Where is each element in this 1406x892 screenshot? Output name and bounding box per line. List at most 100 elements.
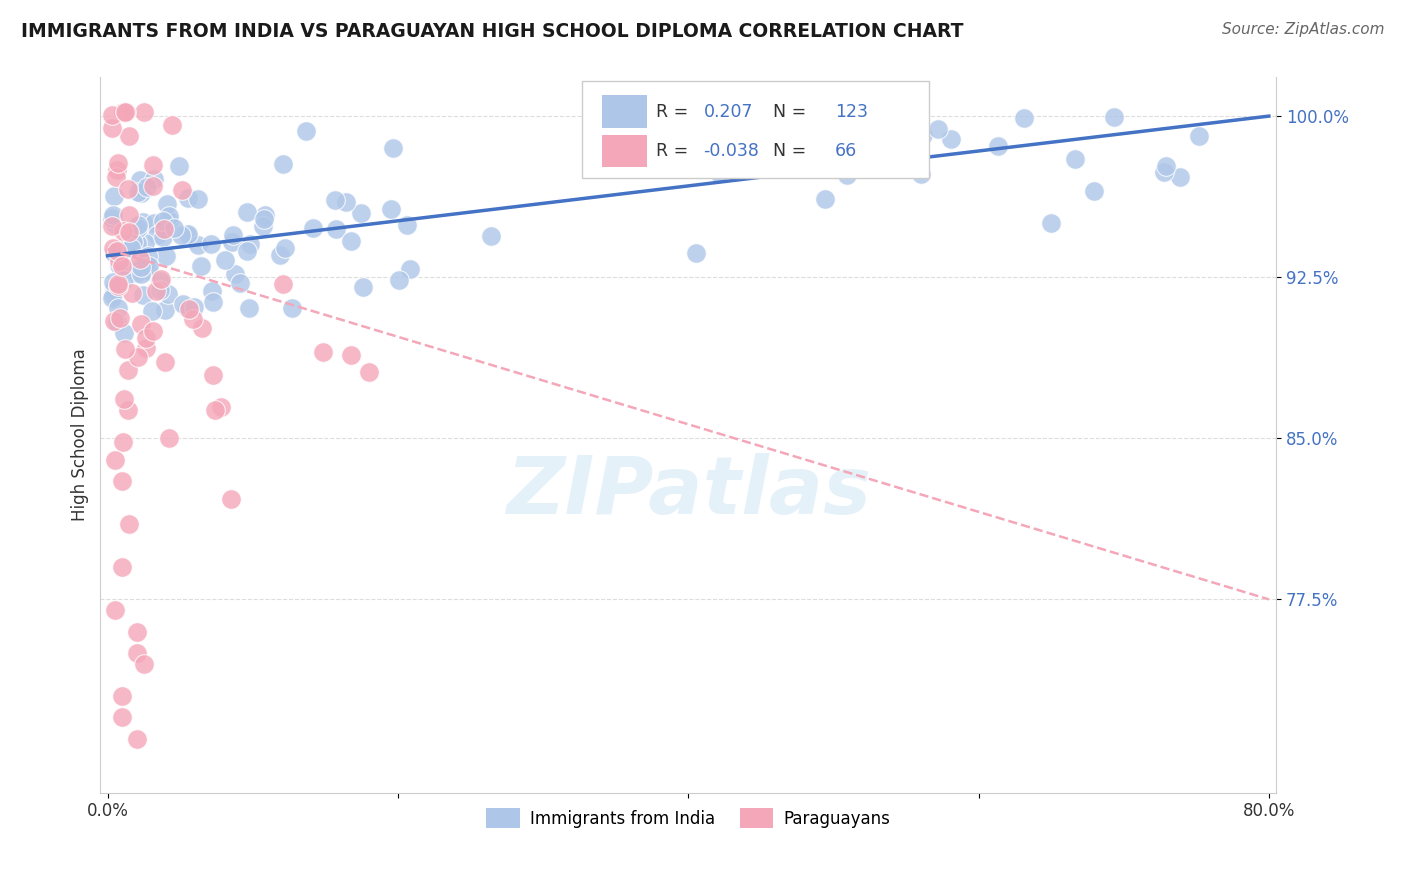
Point xyxy=(114,104,136,119)
Point xyxy=(170,183,193,197)
Text: N =: N = xyxy=(762,103,813,120)
Point xyxy=(685,245,707,260)
Point xyxy=(312,345,335,359)
Point xyxy=(837,168,859,182)
Point xyxy=(142,178,165,193)
Point xyxy=(129,186,152,201)
Point xyxy=(111,710,134,724)
Point xyxy=(142,216,165,230)
Point xyxy=(117,363,139,377)
Point xyxy=(382,141,405,155)
Point xyxy=(134,235,156,250)
Point xyxy=(132,657,155,671)
Point xyxy=(302,221,325,235)
Point xyxy=(269,248,291,262)
Point xyxy=(1063,152,1085,166)
Point xyxy=(765,145,787,159)
Point xyxy=(153,302,176,317)
Point xyxy=(108,258,131,272)
Text: 66: 66 xyxy=(835,142,858,160)
Point xyxy=(101,108,124,122)
Point xyxy=(177,191,200,205)
Point xyxy=(135,342,157,356)
Point xyxy=(221,235,243,249)
Point xyxy=(236,205,259,219)
Point xyxy=(118,517,141,532)
Point xyxy=(1156,159,1178,173)
Point xyxy=(163,221,186,235)
Point xyxy=(112,392,135,406)
Point xyxy=(105,315,128,329)
Point xyxy=(125,624,148,639)
Point xyxy=(145,284,167,298)
Point xyxy=(153,221,176,235)
Point xyxy=(239,236,262,251)
Point xyxy=(176,301,198,315)
Point xyxy=(103,281,125,295)
Point xyxy=(912,128,935,142)
Point xyxy=(129,173,152,187)
Point xyxy=(222,228,245,243)
Point xyxy=(136,248,159,262)
Point xyxy=(1102,110,1125,124)
Point xyxy=(149,275,172,289)
Point xyxy=(101,211,124,226)
Point xyxy=(107,278,129,293)
Bar xyxy=(602,95,647,128)
Point xyxy=(142,324,165,338)
Point xyxy=(149,283,172,297)
Point xyxy=(111,689,134,703)
Point xyxy=(794,107,817,121)
Point xyxy=(153,354,176,368)
Point xyxy=(187,192,209,206)
Point xyxy=(814,192,837,206)
Point xyxy=(146,228,169,243)
Point xyxy=(399,261,422,276)
Point xyxy=(160,118,183,132)
Point xyxy=(112,273,135,287)
Point xyxy=(273,157,295,171)
Point xyxy=(122,235,145,249)
Text: R =: R = xyxy=(657,103,695,120)
Point xyxy=(209,401,232,415)
Point xyxy=(101,219,124,233)
Point xyxy=(187,238,209,252)
Point xyxy=(111,474,134,488)
Point xyxy=(129,260,152,274)
Point xyxy=(112,104,135,119)
Point xyxy=(125,646,148,660)
Point xyxy=(135,179,157,194)
Point xyxy=(340,347,363,361)
Point xyxy=(115,260,138,274)
Point xyxy=(395,218,418,232)
Point xyxy=(352,280,374,294)
Point xyxy=(349,206,371,220)
Point xyxy=(479,229,502,244)
Point xyxy=(101,241,124,255)
Point xyxy=(828,111,851,125)
Point xyxy=(170,228,193,243)
Point xyxy=(104,217,127,231)
Point xyxy=(136,264,159,278)
Point xyxy=(127,185,149,199)
Point xyxy=(253,211,276,226)
Point xyxy=(117,402,139,417)
Point xyxy=(172,297,194,311)
Point xyxy=(138,260,160,274)
Point xyxy=(280,301,302,316)
Point xyxy=(101,288,124,302)
Point xyxy=(177,301,200,316)
Point xyxy=(121,285,143,300)
Point xyxy=(112,224,135,238)
Point xyxy=(157,210,180,224)
Point xyxy=(927,121,949,136)
Point xyxy=(155,249,177,263)
Point xyxy=(114,104,136,119)
Point xyxy=(766,145,789,159)
Point xyxy=(132,104,155,119)
Point xyxy=(124,266,146,280)
Point xyxy=(820,128,842,143)
Point xyxy=(202,368,225,383)
Point xyxy=(114,342,136,356)
Point xyxy=(135,255,157,269)
